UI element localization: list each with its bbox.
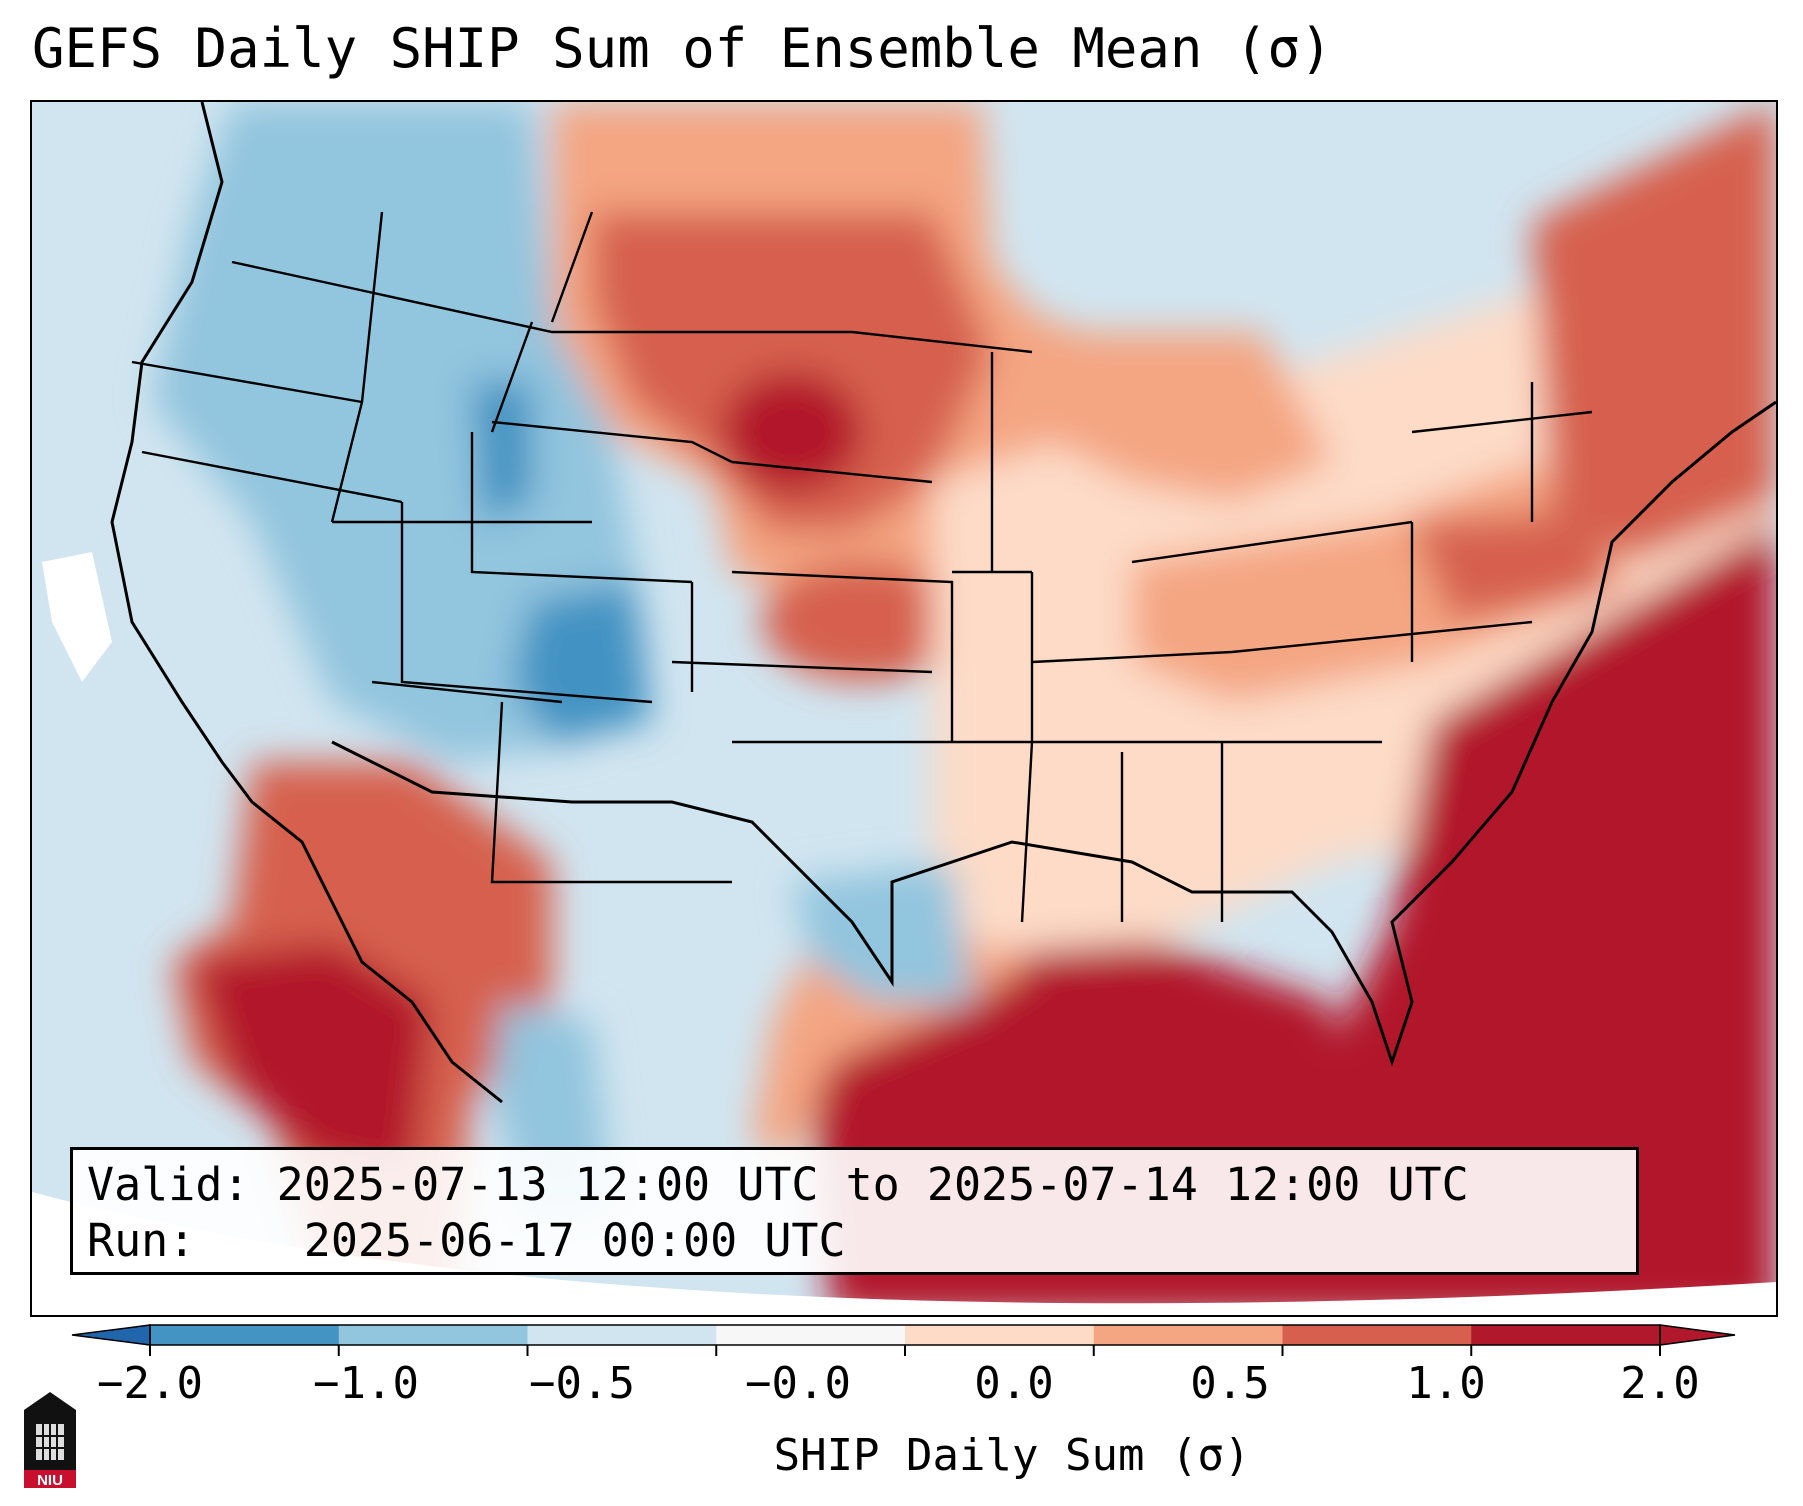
run-label: Run: [87, 1214, 196, 1267]
colorbar-bin [716, 1325, 906, 1345]
state-borders [131, 211, 1593, 923]
svg-text:NIU: NIU [37, 1472, 63, 1489]
valid-value: 2025-07-13 12:00 UTC to 2025-07-14 12:00… [276, 1158, 1469, 1211]
valid-label: Valid: [87, 1158, 250, 1211]
colorbar-tick-label: −0.5 [529, 1358, 635, 1409]
colorbar-tick-label: −1.0 [313, 1358, 419, 1409]
colorbar-bin [150, 1325, 340, 1345]
colorbar-bin [1471, 1325, 1661, 1345]
colorbar-bin [338, 1325, 528, 1345]
run-value: 2025-06-17 00:00 UTC [303, 1214, 846, 1267]
field-neutral-patch [42, 552, 112, 682]
colorbar-bin [1093, 1325, 1283, 1345]
colorbar-bin [527, 1325, 717, 1345]
colorbar-tick-label: 0.0 [974, 1358, 1054, 1409]
map-panel: Valid: 2025-07-13 12:00 UTC to 2025-07-1… [30, 100, 1778, 1317]
niu-logo-icon: NIU [24, 1392, 76, 1489]
colorbar-tick-label: 2.0 [1620, 1358, 1700, 1409]
colorbar-tick-label: 1.0 [1406, 1358, 1486, 1409]
colorbar-tick-label: −2.0 [97, 1358, 203, 1409]
colorbar-label: SHIP Daily Sum (σ) [773, 1430, 1251, 1481]
info-box: Valid: 2025-07-13 12:00 UTC to 2025-07-1… [70, 1147, 1639, 1275]
chart-title: GEFS Daily SHIP Sum of Ensemble Mean (σ) [32, 17, 1333, 80]
colorbar [71, 1324, 1736, 1356]
colorbar-tick-label: −0.0 [745, 1358, 851, 1409]
colorbar-tick-label: 0.5 [1190, 1358, 1270, 1409]
ship-anomaly-map [32, 102, 1776, 1315]
colorbar-bin [1282, 1325, 1472, 1345]
colorbar-under-arrow [71, 1324, 151, 1346]
projection-edge [32, 1192, 1776, 1315]
colorbar-bin [905, 1325, 1095, 1345]
colorbar-frame [149, 1324, 1661, 1346]
coastline-outline [110, 102, 1776, 1104]
colorbar-over-arrow [1659, 1324, 1736, 1346]
